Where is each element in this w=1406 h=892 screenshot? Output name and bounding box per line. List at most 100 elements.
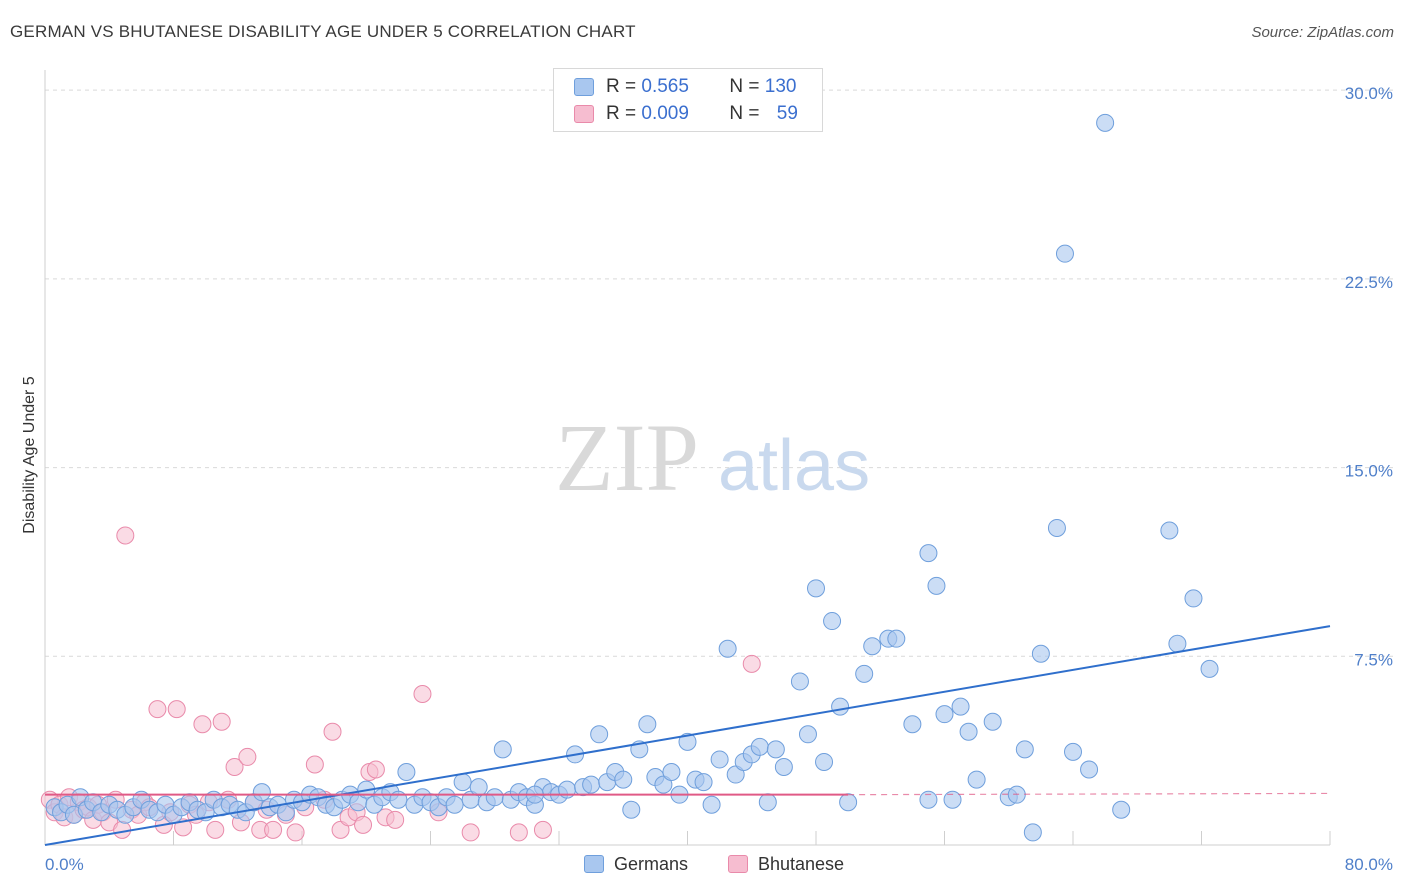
bhutanese-point (386, 810, 405, 829)
legend-r-value-germans: 0.565 (641, 76, 689, 97)
germans-point (790, 672, 809, 691)
germans-point (1096, 113, 1115, 132)
germans-swatch (584, 855, 604, 873)
bhutanese-point (238, 747, 257, 766)
germans-point (1080, 760, 1099, 779)
germans-point (485, 788, 504, 807)
watermark-zip: ZIP (555, 404, 699, 511)
germans-point (702, 795, 721, 814)
bhutanese-point (167, 700, 186, 719)
germans-point (1112, 800, 1131, 819)
bhutanese-point (116, 526, 135, 545)
germans-point (614, 770, 633, 789)
germans-point (927, 576, 946, 595)
germans-point (1031, 644, 1050, 663)
germans-point (919, 544, 938, 563)
bhutanese-point (264, 820, 283, 839)
germans-point (622, 800, 641, 819)
legend-row-bhutanese: R = 0.009 N = 59 (574, 102, 798, 126)
germans-swatch (574, 78, 594, 96)
y-axis-label: Disability Age Under 5 (21, 376, 38, 534)
germans-point (453, 773, 472, 792)
germans-points (45, 113, 1219, 842)
bhutanese-point (461, 823, 480, 842)
germans-point (903, 715, 922, 734)
trend-lines (44, 625, 1331, 846)
bhutanese-point (193, 715, 212, 734)
germans-point (662, 763, 681, 782)
germans-point (582, 775, 601, 794)
legend-r-label: R = (606, 76, 642, 97)
y-tick-label: 7.5% (1354, 650, 1393, 669)
y-tick-label: 15.0% (1345, 462, 1393, 481)
germans-point (694, 773, 713, 792)
germans-point (1160, 521, 1179, 540)
y-tick-label: 30.0% (1345, 84, 1393, 103)
germans-point (445, 795, 464, 814)
germans-point (855, 664, 874, 683)
legend-n-value-germans: 130 (764, 76, 797, 97)
germans-point (959, 722, 978, 741)
axes (44, 70, 1331, 846)
germans-point (887, 629, 906, 648)
source-label: Source: ZipAtlas.com (1251, 24, 1394, 41)
legend-n-value-bhutanese: 59 (776, 103, 798, 124)
germans-point (863, 637, 882, 656)
germans-point (638, 715, 657, 734)
germans-point (943, 790, 962, 809)
germans-point (493, 740, 512, 759)
germans-point (839, 793, 858, 812)
germans-point (590, 725, 609, 744)
bottom-legend-label-bhutanese: Bhutanese (758, 853, 845, 874)
germans-point (1064, 742, 1082, 761)
germans-point (469, 778, 488, 797)
correlation-legend: R = 0.565 N = 130 R = 0.009 N = 59 (553, 68, 823, 132)
legend-n-label: N = (729, 103, 765, 124)
germans-trend-line (44, 625, 1331, 846)
bhutanese-point (533, 820, 552, 839)
legend-n-label: N = (729, 76, 765, 97)
germans-point (951, 697, 970, 716)
germans-point (1055, 244, 1074, 263)
y-tick-label: 22.5% (1345, 273, 1393, 292)
bhutanese-trend-extension (848, 792, 1331, 796)
bhutanese-point (742, 654, 761, 673)
x-tick-label: 80.0% (1345, 855, 1393, 874)
germans-point (397, 763, 416, 782)
germans-point (758, 793, 777, 812)
germans-point (1015, 740, 1034, 759)
bhutanese-point (305, 755, 324, 774)
legend-r-value-bhutanese: 0.009 (641, 103, 689, 124)
watermark-atlas: atlas (718, 426, 870, 506)
bottom-legend-bhutanese: Bhutanese (728, 852, 844, 876)
bhutanese-point (331, 820, 350, 839)
bottom-legend-label-germans: Germans (614, 853, 689, 874)
bottom-legend-germans: Germans (584, 852, 688, 876)
germans-point (823, 612, 842, 631)
germans-point (807, 579, 825, 598)
bhutanese-point (212, 712, 231, 731)
watermark: ZIP atlas (555, 404, 870, 511)
chart-title: GERMAN VS BHUTANESE DISABILITY AGE UNDER… (10, 22, 636, 41)
bhutanese-point (148, 700, 167, 719)
germans-point (919, 790, 938, 809)
germans-point (1047, 518, 1066, 537)
bhutanese-swatch (728, 855, 748, 873)
grid-lines (45, 89, 1393, 657)
germans-point (726, 765, 745, 784)
germans-point (774, 757, 793, 776)
bhutanese-point (206, 820, 225, 839)
germans-point (967, 770, 986, 789)
bhutanese-swatch (574, 105, 594, 123)
germans-point (1200, 659, 1219, 678)
germans-point (798, 725, 817, 744)
germans-point (766, 740, 785, 759)
germans-point (654, 775, 673, 794)
bhutanese-point (366, 760, 385, 779)
germans-point (815, 752, 834, 771)
germans-point (1184, 589, 1203, 608)
germans-point (710, 750, 729, 769)
x-tick-label: 0.0% (45, 855, 84, 874)
germans-point (1023, 823, 1042, 842)
